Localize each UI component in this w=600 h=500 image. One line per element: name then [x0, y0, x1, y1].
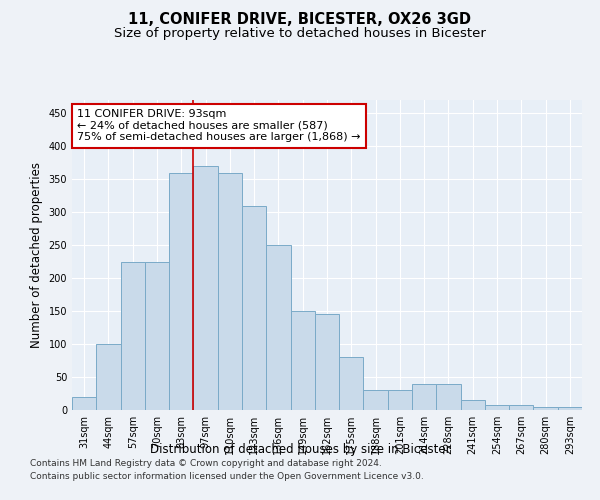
Text: Contains HM Land Registry data © Crown copyright and database right 2024.: Contains HM Land Registry data © Crown c…	[30, 458, 382, 468]
Text: Size of property relative to detached houses in Bicester: Size of property relative to detached ho…	[114, 28, 486, 40]
Bar	[364, 390, 388, 410]
Bar	[218, 172, 242, 410]
Text: Distribution of detached houses by size in Bicester: Distribution of detached houses by size …	[149, 442, 451, 456]
Bar	[193, 166, 218, 410]
Bar	[121, 262, 145, 410]
Bar	[509, 404, 533, 410]
Bar	[461, 400, 485, 410]
Bar	[315, 314, 339, 410]
Bar	[558, 406, 582, 410]
Bar	[412, 384, 436, 410]
Bar	[290, 311, 315, 410]
Bar	[145, 262, 169, 410]
Text: Contains public sector information licensed under the Open Government Licence v3: Contains public sector information licen…	[30, 472, 424, 481]
Bar	[388, 390, 412, 410]
Bar	[266, 245, 290, 410]
Bar	[242, 206, 266, 410]
Y-axis label: Number of detached properties: Number of detached properties	[30, 162, 43, 348]
Bar	[533, 406, 558, 410]
Text: 11, CONIFER DRIVE, BICESTER, OX26 3GD: 11, CONIFER DRIVE, BICESTER, OX26 3GD	[128, 12, 472, 28]
Bar	[485, 404, 509, 410]
Bar	[96, 344, 121, 410]
Bar	[72, 397, 96, 410]
Bar	[339, 357, 364, 410]
Bar	[169, 172, 193, 410]
Bar	[436, 384, 461, 410]
Text: 11 CONIFER DRIVE: 93sqm
← 24% of detached houses are smaller (587)
75% of semi-d: 11 CONIFER DRIVE: 93sqm ← 24% of detache…	[77, 110, 361, 142]
